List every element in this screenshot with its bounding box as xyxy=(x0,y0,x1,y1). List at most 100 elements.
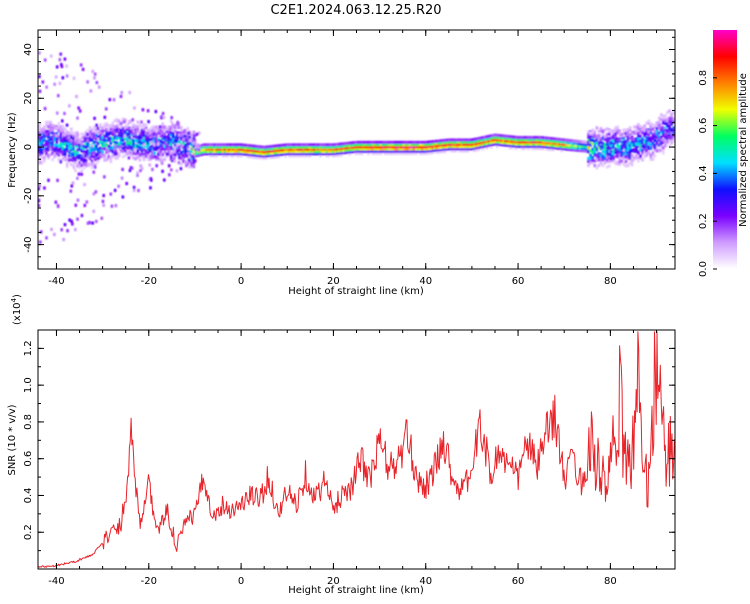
spectrogram-cell xyxy=(277,146,281,150)
spectrogram-cell xyxy=(545,145,549,149)
spectrogram-cell xyxy=(460,144,464,149)
spectrogram-cell xyxy=(55,153,59,157)
spectrogram-cell xyxy=(144,144,148,148)
spectrogram-cell xyxy=(508,137,511,141)
spectrogram-cell xyxy=(146,141,150,145)
spectrogram-cell xyxy=(533,138,536,142)
spectrogram-cell xyxy=(360,143,364,147)
colorbar-tick-label: 0.0 xyxy=(698,261,709,277)
spectrogram-cell xyxy=(200,146,204,150)
spectrogram-cell xyxy=(138,155,142,160)
spectrogram-cell xyxy=(597,129,601,133)
spectrogram-cell xyxy=(279,152,283,156)
spectrogram-cell xyxy=(109,192,113,196)
spectrogram-cell xyxy=(187,139,190,143)
spectrogram-cell xyxy=(142,143,146,147)
spectrogram-cell xyxy=(662,120,665,124)
spectrogram-cell xyxy=(250,146,254,150)
spectrogram-cell xyxy=(668,124,671,128)
spectrogram-cell xyxy=(38,240,42,244)
spectrogram-cell xyxy=(595,141,599,145)
spectrogram-cell xyxy=(518,135,522,140)
spectrogram-cell xyxy=(51,128,54,132)
spectrogram-cell xyxy=(593,149,597,153)
spectrogram-cell xyxy=(80,157,84,161)
spectrogram-cell xyxy=(599,145,603,149)
spectrogram-cell xyxy=(271,153,275,157)
spectrogram-cell xyxy=(140,166,144,171)
spectrogram-cell xyxy=(180,162,183,166)
spectrogram-cell xyxy=(346,146,349,150)
spectrogram-cell xyxy=(340,151,343,155)
spectrogram-cell xyxy=(585,149,588,153)
spectrogram-cell xyxy=(462,144,466,149)
spectrogram-cell xyxy=(414,145,418,149)
spectrogram-cell xyxy=(39,230,43,234)
spectrogram-cell xyxy=(468,142,472,146)
spectrogram-cell xyxy=(45,120,48,124)
spectrogram-cell xyxy=(200,143,204,148)
spectrogram-cell xyxy=(308,149,312,154)
spectrogram-cell xyxy=(512,137,516,141)
spectrogram-cell xyxy=(138,133,142,137)
spectrogram-cell xyxy=(406,143,410,147)
spectrogram-cell xyxy=(510,144,513,148)
spectrogram-cell xyxy=(325,143,329,147)
spectrogram-cell xyxy=(163,135,167,139)
spectrogram-cell xyxy=(626,147,630,151)
x-tick-label: 60 xyxy=(512,576,525,587)
spectrogram-cell xyxy=(90,138,94,142)
spectrogram-cell xyxy=(450,147,453,151)
spectrogram-cell xyxy=(603,156,607,160)
spectrogram-cell xyxy=(94,137,98,141)
spectrogram-cell xyxy=(294,147,297,151)
spectrogram-cell xyxy=(317,152,320,156)
spectrogram-cell xyxy=(566,138,570,142)
spectrogram-cell xyxy=(497,136,501,140)
spectrogram-cell xyxy=(591,128,595,132)
spectrogram-cell xyxy=(186,127,189,131)
spectrogram-cell xyxy=(209,145,212,149)
spectrogram-cell xyxy=(597,145,601,150)
spectrogram-cell xyxy=(90,151,94,155)
spectrogram-cell xyxy=(82,133,86,137)
spectrogram-cell xyxy=(205,143,208,147)
spectrogram-cell xyxy=(666,128,669,133)
spectrogram-cell xyxy=(119,134,123,138)
spectrogram-cell xyxy=(591,151,595,155)
snr-panel: -40 -20 0 20 40 60 80 0.20.40.60.81.01.2 Heigh… xyxy=(7,294,676,596)
spectrogram-cell xyxy=(369,145,372,149)
spectrogram-cell xyxy=(60,119,64,123)
spectrogram-cell xyxy=(545,140,549,145)
spectrogram-cell xyxy=(647,130,651,134)
spectrogram-cell xyxy=(82,152,85,157)
spectrogram-cell xyxy=(60,228,63,232)
spectrogram-cell xyxy=(514,142,518,146)
spectrogram-cell xyxy=(144,123,148,127)
spectrogram-cell xyxy=(323,145,327,149)
spectrogram-cell xyxy=(416,143,420,147)
spectrogram-cell xyxy=(331,149,335,154)
spectrogram-cell xyxy=(331,152,335,156)
spectrogram-cell xyxy=(244,143,248,147)
spectrogram-cell xyxy=(43,136,46,140)
spectrogram-cell xyxy=(281,143,285,147)
spectrogram-cell xyxy=(549,141,553,145)
spectrogram-cell xyxy=(622,145,626,149)
spectrogram-cell xyxy=(229,147,233,151)
spectrogram-cell xyxy=(304,145,308,149)
spectrogram-cell xyxy=(117,131,121,135)
spectrogram-cell xyxy=(53,138,57,142)
spectrogram-cell xyxy=(190,149,194,153)
spectrogram-cell xyxy=(115,151,119,156)
spectrogram-cell xyxy=(138,135,142,139)
spectrogram-cell xyxy=(473,140,476,144)
spectrogram-cell xyxy=(462,138,466,142)
spectrogram-cell xyxy=(288,154,291,158)
spectrogram-cell xyxy=(605,139,609,144)
spectrogram-cell xyxy=(543,136,547,140)
spectrogram-cell xyxy=(192,157,195,162)
spectrogram-cell xyxy=(618,162,622,166)
spectrogram-cell xyxy=(292,154,295,158)
spectrogram-cell xyxy=(76,151,79,155)
